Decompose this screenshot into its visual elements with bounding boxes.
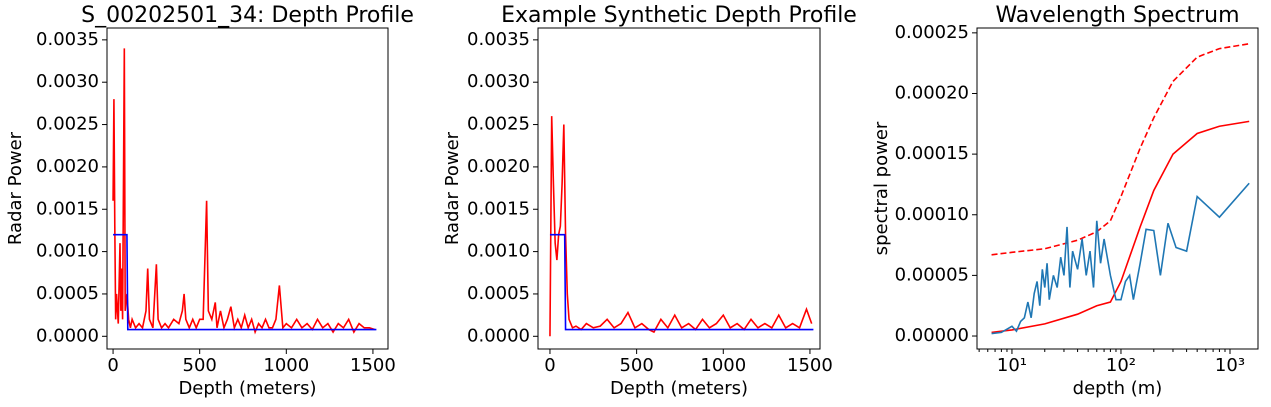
y-tick-label: 0.00015 [895,143,969,164]
x-tick-label: 1500 [350,355,396,376]
y-tick-label: 0.0035 [467,29,530,50]
subplot: Wavelength Spectrum depth (m) spectral pow… [871,3,1259,399]
y-tick-label: 0.0025 [36,114,99,135]
x-tick-label: 0 [544,355,555,376]
x-tick-label: 500 [183,355,217,376]
x-axis-label: Depth (meters) [178,378,316,399]
subplot-title: S_00202501_34: Depth Profile [81,3,414,28]
data-line [113,233,377,331]
data-line [112,48,375,335]
x-tick-label: 1500 [787,355,833,376]
data-line [549,116,813,337]
y-tick-label: 0.0005 [36,283,99,304]
subplot: S_00202501_34: Depth Profile Depth (meter… [5,3,414,399]
y-axis-label: Radar Power [5,131,26,245]
y-tick-label: 0.0025 [467,114,530,135]
plot-frame [106,27,389,350]
x-tick-label: 1000 [263,355,309,376]
data-line [991,120,1250,334]
y-tick-label: 0.0030 [467,71,530,92]
x-tick-label: 500 [619,355,653,376]
x-axis-label: depth (m) [1073,378,1163,399]
y-tick-label: 0.0020 [36,156,99,177]
y-tick-label: 0.00020 [895,82,969,103]
x-tick-label: 10¹ [997,355,1027,376]
y-tick-label: 0.00025 [895,22,969,43]
y-tick-label: 0.00000 [895,325,969,346]
data-line [549,233,814,331]
y-tick-label: 0.0015 [36,198,99,219]
y-axis-label: spectral power [871,121,892,255]
x-tick-label: 0 [107,355,118,376]
x-tick-label: 10² [1106,355,1136,376]
y-tick-label: 0.0005 [467,283,530,304]
y-tick-label: 0.0010 [36,241,99,262]
y-tick-label: 0.0035 [36,29,99,50]
y-tick-label: 0.0030 [36,71,99,92]
y-tick-label: 0.0010 [467,241,530,262]
subplot: Example Synthetic Depth Profile Depth (me… [442,3,857,399]
x-tick-label: 1000 [700,355,746,376]
y-tick-label: 0.0020 [467,156,530,177]
data-line [991,42,1250,256]
y-tick-label: 0.00010 [895,204,969,225]
subplot-title: Wavelength Spectrum [995,3,1239,28]
y-tick-label: 0.00005 [895,264,969,285]
data-line [991,182,1250,335]
y-axis-label: Radar Power [442,131,463,245]
x-axis-label: Depth (meters) [610,378,748,399]
plot-frame [537,27,821,350]
x-tick-label: 10³ [1215,355,1245,376]
subplot-title: Example Synthetic Depth Profile [501,3,857,28]
plot-frame [976,27,1259,350]
y-tick-label: 0.0000 [36,325,99,346]
y-tick-label: 0.0000 [467,325,530,346]
y-tick-label: 0.0015 [467,198,530,219]
